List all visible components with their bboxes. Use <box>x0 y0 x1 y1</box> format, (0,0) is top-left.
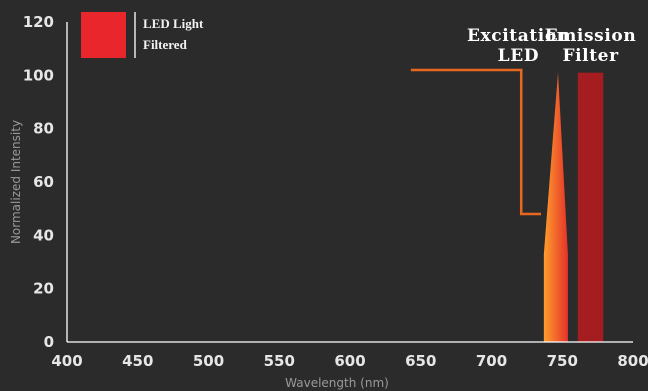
annotation-line1: Excitation <box>467 26 570 46</box>
annotation-line1: Emission <box>545 26 637 46</box>
y-tick-label: 0 <box>44 333 54 351</box>
x-tick-label: 700 <box>476 352 507 370</box>
x-tick-label: 750 <box>547 352 578 370</box>
y-tick-label: 120 <box>23 13 54 31</box>
x-tick-label: 400 <box>51 352 82 370</box>
excitation-led-line <box>410 68 542 216</box>
x-tick-label: 650 <box>405 352 436 370</box>
emission-filter-band <box>577 72 604 343</box>
y-tick-label: 60 <box>33 173 54 191</box>
x-tick-label: 550 <box>264 352 295 370</box>
annotation-line2: LED <box>498 46 539 66</box>
y-axis-title: Normalized Intensity <box>9 120 23 244</box>
x-tick-label: 500 <box>193 352 224 370</box>
y-tick-label: 80 <box>33 120 54 138</box>
y-tick-label: 20 <box>33 280 54 298</box>
x-axis-title: Wavelength (nm) <box>285 376 389 390</box>
x-tick-label: 600 <box>334 352 365 370</box>
legend-label-line2: Filtered <box>143 37 188 52</box>
plot-area <box>410 68 604 343</box>
annotation-line2: Filter <box>562 46 619 66</box>
x-tick-labels: 400 450 500 550 600 650 700 750 800 <box>51 352 648 370</box>
y-tick-label: 40 <box>33 226 54 244</box>
legend-label-line1: LED Light <box>143 16 204 31</box>
led-filtered-spectrum <box>543 72 568 343</box>
y-tick-labels: 0 20 40 60 80 100 120 <box>23 13 54 351</box>
legend: LED Light Filtered <box>81 12 204 58</box>
legend-swatch <box>81 12 126 58</box>
y-tick-label: 100 <box>23 66 54 84</box>
x-tick-label: 450 <box>122 352 153 370</box>
x-tick-label: 800 <box>617 352 648 370</box>
